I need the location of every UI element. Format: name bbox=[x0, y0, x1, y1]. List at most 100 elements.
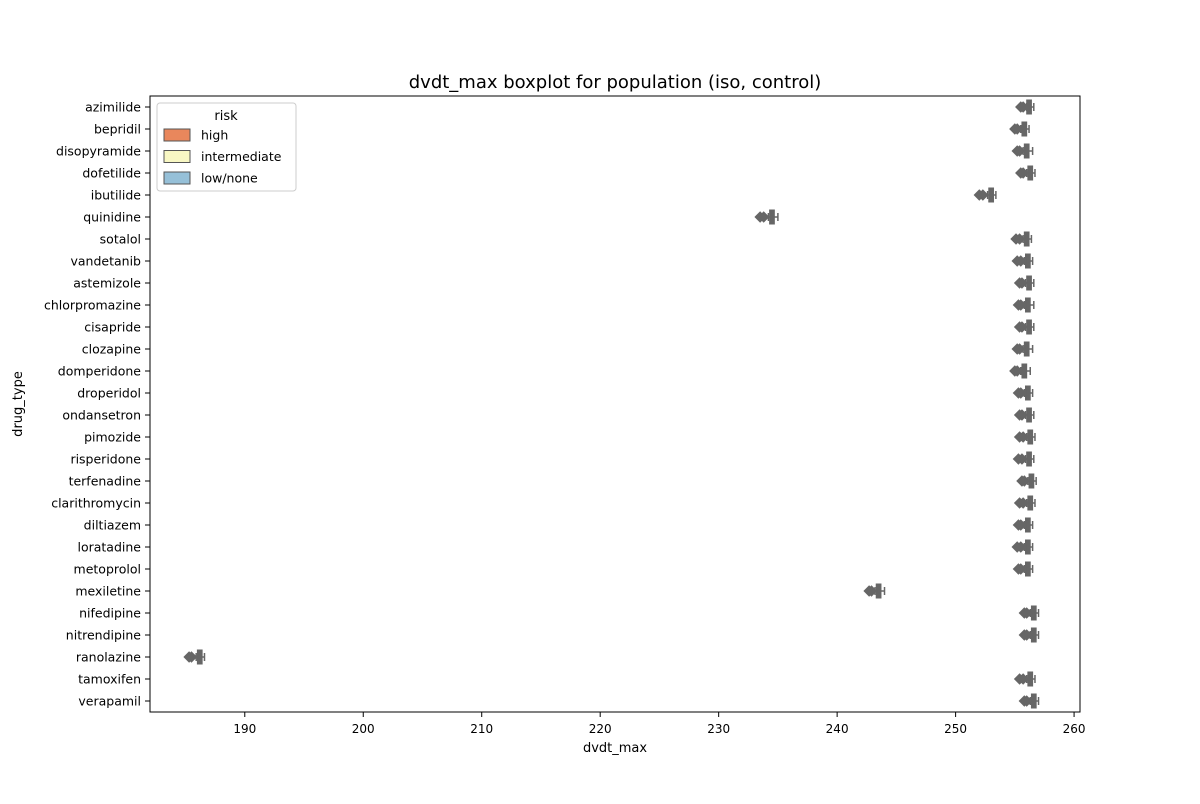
outlier-point bbox=[1017, 101, 1029, 113]
y-tick-label: pimozide bbox=[84, 430, 141, 445]
legend-swatch-intermediate bbox=[163, 150, 191, 163]
outlier-point bbox=[977, 189, 989, 201]
box-risperidone bbox=[1012, 451, 1035, 467]
box-diltiazem bbox=[1012, 517, 1034, 533]
y-tick-label: bepridil bbox=[94, 122, 141, 137]
box-verapamil bbox=[1018, 693, 1040, 709]
outlier-point bbox=[1016, 453, 1028, 465]
box-droperidol bbox=[1012, 385, 1034, 401]
box-quinidine bbox=[754, 209, 779, 225]
y-tick-label: ondansetron bbox=[62, 408, 141, 423]
box-azimilide bbox=[1015, 99, 1035, 115]
outlier-point bbox=[1016, 409, 1028, 421]
outlier-point bbox=[1016, 277, 1028, 289]
y-tick-label: disopyramide bbox=[56, 144, 141, 159]
x-tick-label: 240 bbox=[826, 722, 849, 736]
box-nifedipine bbox=[1018, 605, 1040, 621]
y-tick-label: dofetilide bbox=[82, 166, 141, 181]
outlier-point bbox=[1017, 167, 1029, 179]
y-tick-label: cisapride bbox=[84, 320, 141, 335]
outlier-point bbox=[1013, 343, 1026, 355]
outlier-point bbox=[1020, 695, 1033, 707]
box-clozapine bbox=[1011, 341, 1034, 357]
x-tick-label: 200 bbox=[352, 722, 375, 736]
y-tick-label: astemizole bbox=[73, 276, 141, 291]
outlier-point bbox=[1017, 431, 1029, 443]
box-disopyramide bbox=[1011, 143, 1034, 159]
legend-frame bbox=[156, 102, 297, 192]
box-cisapride bbox=[1013, 319, 1035, 335]
y-tick-label: droperidol bbox=[77, 386, 141, 401]
outlier-point bbox=[1011, 365, 1023, 377]
y-tick-label: mexiletine bbox=[75, 584, 141, 599]
outlier-point bbox=[1015, 255, 1027, 267]
y-tick-label: risperidone bbox=[70, 452, 141, 467]
y-tick-label: domperidone bbox=[58, 364, 142, 379]
outlier-point bbox=[1017, 673, 1029, 685]
outlier-point bbox=[1015, 299, 1027, 311]
y-tick-label: loratadine bbox=[77, 540, 141, 555]
outlier-point bbox=[1015, 519, 1027, 531]
legend-swatch-low/none bbox=[163, 171, 191, 185]
plot-frame bbox=[149, 95, 1081, 713]
x-tick-label: 230 bbox=[707, 722, 730, 736]
chart-title: dvdt_max boxplot for population (iso, co… bbox=[409, 72, 822, 93]
y-axis-label: drug_type bbox=[11, 371, 26, 437]
outlier-point bbox=[757, 211, 770, 223]
y-tick-label: chlorpromazine bbox=[44, 298, 141, 313]
y-tick-label: terfenadine bbox=[69, 474, 142, 489]
outlier-point bbox=[1017, 497, 1029, 509]
box-bepridil bbox=[1009, 121, 1030, 137]
box-ondansetron bbox=[1013, 407, 1035, 423]
box-dofetilide bbox=[1015, 165, 1036, 181]
y-tick-label: diltiazem bbox=[84, 518, 141, 533]
plot-area: 190 200 210 220 230 240 250 260 azimilide bepridi… bbox=[44, 95, 1086, 736]
outlier-point bbox=[1015, 541, 1027, 553]
y-tick-label: nifedipine bbox=[79, 606, 141, 621]
box-ranolazine bbox=[183, 649, 206, 665]
box-terfenadine bbox=[1016, 473, 1037, 489]
box-pimozide bbox=[1013, 429, 1036, 445]
outlier-point bbox=[1013, 145, 1026, 157]
y-tick-label: metoprolol bbox=[74, 562, 141, 577]
outlier-point bbox=[1020, 607, 1033, 619]
x-tick-label: 220 bbox=[589, 722, 612, 736]
x-tick-label: 260 bbox=[1063, 722, 1086, 736]
outlier-point bbox=[1011, 123, 1023, 135]
legend-label-intermediate: intermediate bbox=[201, 149, 282, 164]
y-tick-label: azimilide bbox=[85, 100, 141, 115]
x-tick-label: 250 bbox=[944, 722, 967, 736]
outlier-point bbox=[865, 585, 878, 597]
legend-label-high: high bbox=[201, 128, 228, 143]
y-tick-label: quinidine bbox=[83, 210, 141, 225]
box-sotalol bbox=[1010, 231, 1033, 247]
x-tick-label: 190 bbox=[233, 722, 256, 736]
x-axis-label: dvdt_max bbox=[583, 741, 647, 756]
box-chlorpromazine bbox=[1012, 297, 1035, 313]
legend-entries: high intermediate low/none bbox=[163, 128, 282, 186]
outlier-point bbox=[1015, 387, 1027, 399]
box-clarithromycin bbox=[1013, 495, 1036, 511]
box-domperidone bbox=[1009, 363, 1031, 379]
legend-title: risk bbox=[214, 109, 238, 124]
box-loratadine bbox=[1011, 539, 1034, 555]
outlier-point bbox=[185, 651, 198, 663]
y-tick-label: tamoxifen bbox=[78, 672, 141, 687]
outlier-point bbox=[1018, 475, 1031, 487]
y-tick-label: ibutilide bbox=[91, 188, 142, 203]
box-astemizole bbox=[1013, 275, 1035, 291]
box-mexiletine bbox=[863, 583, 886, 599]
legend: risk high intermediate low/none bbox=[156, 102, 297, 192]
y-tick-label: sotalol bbox=[100, 232, 141, 247]
y-tick-label: clozapine bbox=[82, 342, 142, 357]
box-tamoxifen bbox=[1013, 671, 1036, 687]
box-ibutilide bbox=[973, 187, 997, 203]
x-tick-label: 210 bbox=[470, 722, 493, 736]
outlier-point bbox=[1020, 629, 1033, 641]
legend-label-low/none: low/none bbox=[201, 171, 258, 186]
y-tick-label: clarithromycin bbox=[51, 496, 141, 511]
legend-swatch-high bbox=[163, 128, 191, 142]
y-tick-label: nitrendipine bbox=[66, 628, 142, 643]
